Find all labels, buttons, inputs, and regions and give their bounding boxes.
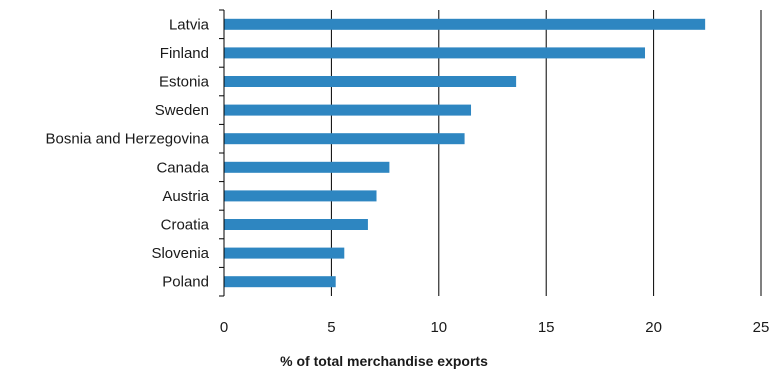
category-label: Sweden <box>155 102 209 119</box>
category-label: Croatia <box>161 217 210 234</box>
bars <box>224 18 706 288</box>
bar <box>224 47 646 59</box>
bar <box>224 104 472 116</box>
category-label: Estonia <box>159 74 210 91</box>
category-label: Finland <box>160 45 209 62</box>
y-axis <box>219 9 225 297</box>
category-label: Latvia <box>169 16 210 33</box>
bar <box>224 247 345 259</box>
bar <box>224 190 377 202</box>
x-tick-label: 15 <box>538 319 555 336</box>
category-labels: Latvia Finland Estonia Sweden Bosnia and Her… <box>46 16 210 290</box>
bar <box>224 276 336 288</box>
x-tick-label: 20 <box>645 319 662 336</box>
category-label: Canada <box>156 159 209 176</box>
category-label: Austria <box>162 188 209 205</box>
x-axis-title: % of total merchandise exports <box>280 353 488 369</box>
bar <box>224 18 706 30</box>
x-tick-label: 0 <box>220 319 228 336</box>
bar <box>224 133 465 145</box>
x-tick-label: 5 <box>327 319 335 336</box>
x-tick-labels: 0 5 10 15 20 25 <box>220 319 770 336</box>
bar <box>224 76 517 87</box>
bar <box>224 219 368 230</box>
x-tick-label: 25 <box>753 319 770 336</box>
category-label: Bosnia and Herzegovina <box>46 131 210 148</box>
category-label: Slovenia <box>151 245 209 262</box>
category-label: Poland <box>162 274 209 291</box>
x-tick-label: 10 <box>430 319 447 336</box>
bar <box>224 161 390 173</box>
